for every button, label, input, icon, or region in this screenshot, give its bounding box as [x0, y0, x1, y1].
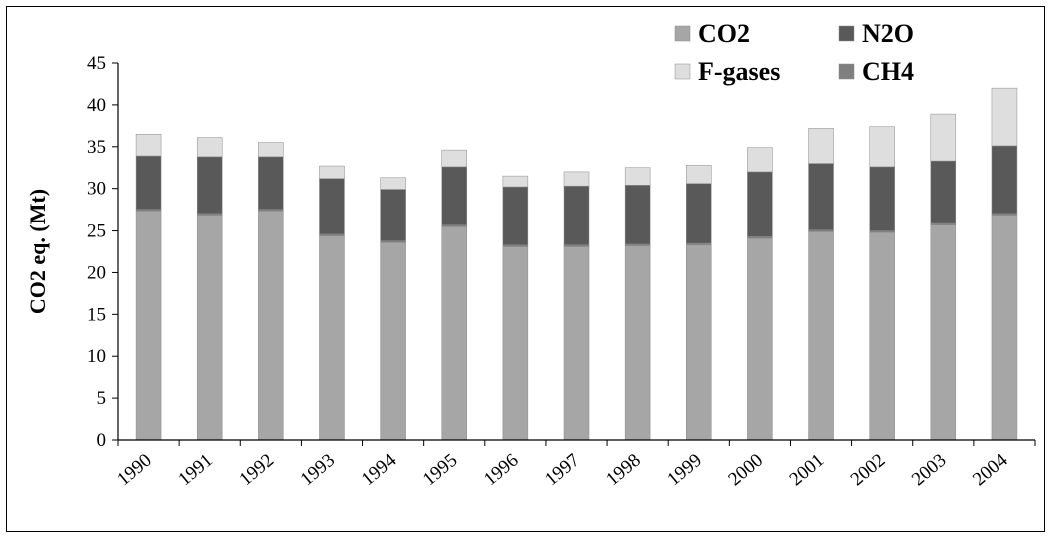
x-tick-label: 1998: [602, 450, 645, 491]
bar-n2o-1997: [563, 185, 590, 246]
bar-n2o-1999: [686, 183, 712, 244]
y-tick-label: 25: [87, 221, 106, 242]
y-axis-title: CO2 eq. (Mt): [25, 189, 50, 314]
bar-ch4-1992: [258, 209, 284, 212]
bar-f-gases-2003: [930, 113, 957, 162]
bar-ch4-1998: [624, 243, 651, 246]
bar-co2-1996: [502, 246, 529, 441]
x-tick-label: 1990: [113, 450, 156, 491]
y-tick-label: 30: [87, 179, 106, 200]
x-tick-label: 2000: [725, 450, 768, 491]
bar-f-gases-1999: [686, 164, 712, 184]
bar-ch4-1997: [563, 244, 590, 247]
bar-co2-2004: [991, 215, 1018, 441]
bar-f-gases-1993: [319, 165, 345, 179]
bar-ch4-1991: [196, 213, 223, 216]
bar-f-gases-2002: [869, 126, 895, 168]
x-tick-label: 2003: [908, 450, 951, 491]
legend-swatch-n2o: [838, 25, 855, 42]
bar-n2o-2000: [747, 171, 773, 237]
bar-ch4-1995: [441, 224, 467, 227]
bar-ch4-1993: [319, 233, 345, 236]
stacked-bar-chart: CO2 eq. (Mt) 0 5 10 15 20 25 30 35 40 45 1990 1991 19…: [25, 19, 1036, 491]
x-tick-label: 1999: [663, 450, 706, 491]
bar-ch4-1999: [686, 242, 712, 246]
legend-swatch-co2: [674, 25, 691, 42]
bar-f-gases-1994: [380, 177, 406, 190]
bar-co2-1992: [258, 211, 284, 441]
bar-f-gases-1992: [258, 142, 284, 158]
bar-ch4-2000: [747, 236, 773, 239]
bar-co2-1991: [196, 215, 223, 441]
bar-ch4-2001: [808, 229, 834, 232]
legend-label-n2o: N2O: [862, 19, 914, 48]
bar-n2o-1993: [319, 178, 345, 235]
bar-n2o-1992: [258, 156, 284, 210]
y-tick-label: 5: [97, 388, 107, 409]
x-tick-label: 2001: [786, 450, 829, 491]
bar-co2-1998: [624, 245, 651, 441]
x-tick-label: 1994: [358, 449, 401, 490]
bar-f-gases-1995: [441, 149, 467, 168]
bar-co2-1995: [441, 226, 467, 441]
bar-co2-2000: [747, 237, 773, 441]
bar-co2-2001: [808, 231, 834, 441]
bar-n2o-1991: [196, 156, 223, 215]
bar-f-gases-1996: [502, 175, 529, 188]
y-tick-label: 40: [87, 95, 106, 116]
bar-n2o-2001: [808, 163, 834, 230]
bar-f-gases-1990: [135, 133, 162, 157]
bar-co2-2002: [869, 231, 895, 441]
bar-ch4-2002: [869, 230, 895, 233]
bar-ch4-1994: [380, 240, 406, 243]
y-tick-label: 35: [87, 137, 106, 158]
y-tick-label: 45: [87, 53, 106, 74]
legend-label-f-gases: F-gases: [698, 57, 780, 86]
bar-co2-1997: [563, 246, 590, 441]
x-tick-label: 2002: [847, 450, 890, 491]
bar-co2-2003: [930, 224, 957, 441]
bar-n2o-2002: [869, 166, 895, 231]
bar-f-gases-1997: [563, 171, 590, 187]
x-tick-label: 1997: [541, 450, 584, 491]
bar-n2o-1994: [380, 189, 406, 241]
bar-co2-1993: [319, 235, 345, 441]
legend-label-co2: CO2: [698, 19, 750, 48]
bar-f-gases-1991: [196, 137, 223, 158]
legend-swatch-f-gases: [674, 63, 691, 80]
bar-co2-1999: [686, 244, 712, 441]
chart-frame: CO2 eq. (Mt) 0 5 10 15 20 25 30 35 40 45 1990 1991 19…: [6, 6, 1045, 532]
bar-co2-1990: [135, 211, 162, 441]
y-tick-label: 0: [97, 430, 107, 451]
bar-n2o-1998: [624, 185, 651, 245]
bar-f-gases-1998: [624, 167, 651, 186]
x-tick-label: 1993: [297, 450, 340, 491]
y-tick-label: 10: [87, 346, 106, 367]
bar-ch4-1996: [502, 244, 529, 247]
bar-n2o-1996: [502, 186, 529, 246]
bar-n2o-2004: [991, 145, 1018, 215]
x-tick-label: 1995: [419, 450, 462, 491]
bar-co2-1994: [380, 242, 406, 441]
bar-ch4-1990: [135, 209, 162, 212]
bar-f-gases-2001: [808, 128, 834, 164]
x-tick-label: 1996: [480, 450, 523, 491]
bar-n2o-1990: [135, 155, 162, 210]
bar-ch4-2003: [930, 222, 957, 225]
y-tick-label: 20: [87, 262, 106, 283]
x-tick-label: 1992: [235, 450, 278, 491]
bar-f-gases-2000: [747, 147, 773, 173]
legend-swatch-ch4: [838, 63, 855, 80]
bar-n2o-2003: [930, 160, 957, 224]
bar-f-gases-2004: [991, 87, 1018, 147]
bar-ch4-2004: [991, 213, 1018, 216]
x-tick-label: 1991: [174, 450, 217, 491]
legend-label-ch4: CH4: [862, 57, 914, 86]
y-tick-label: 15: [87, 304, 106, 325]
x-tick-label: 2004: [969, 449, 1012, 490]
bar-n2o-1995: [441, 166, 467, 225]
